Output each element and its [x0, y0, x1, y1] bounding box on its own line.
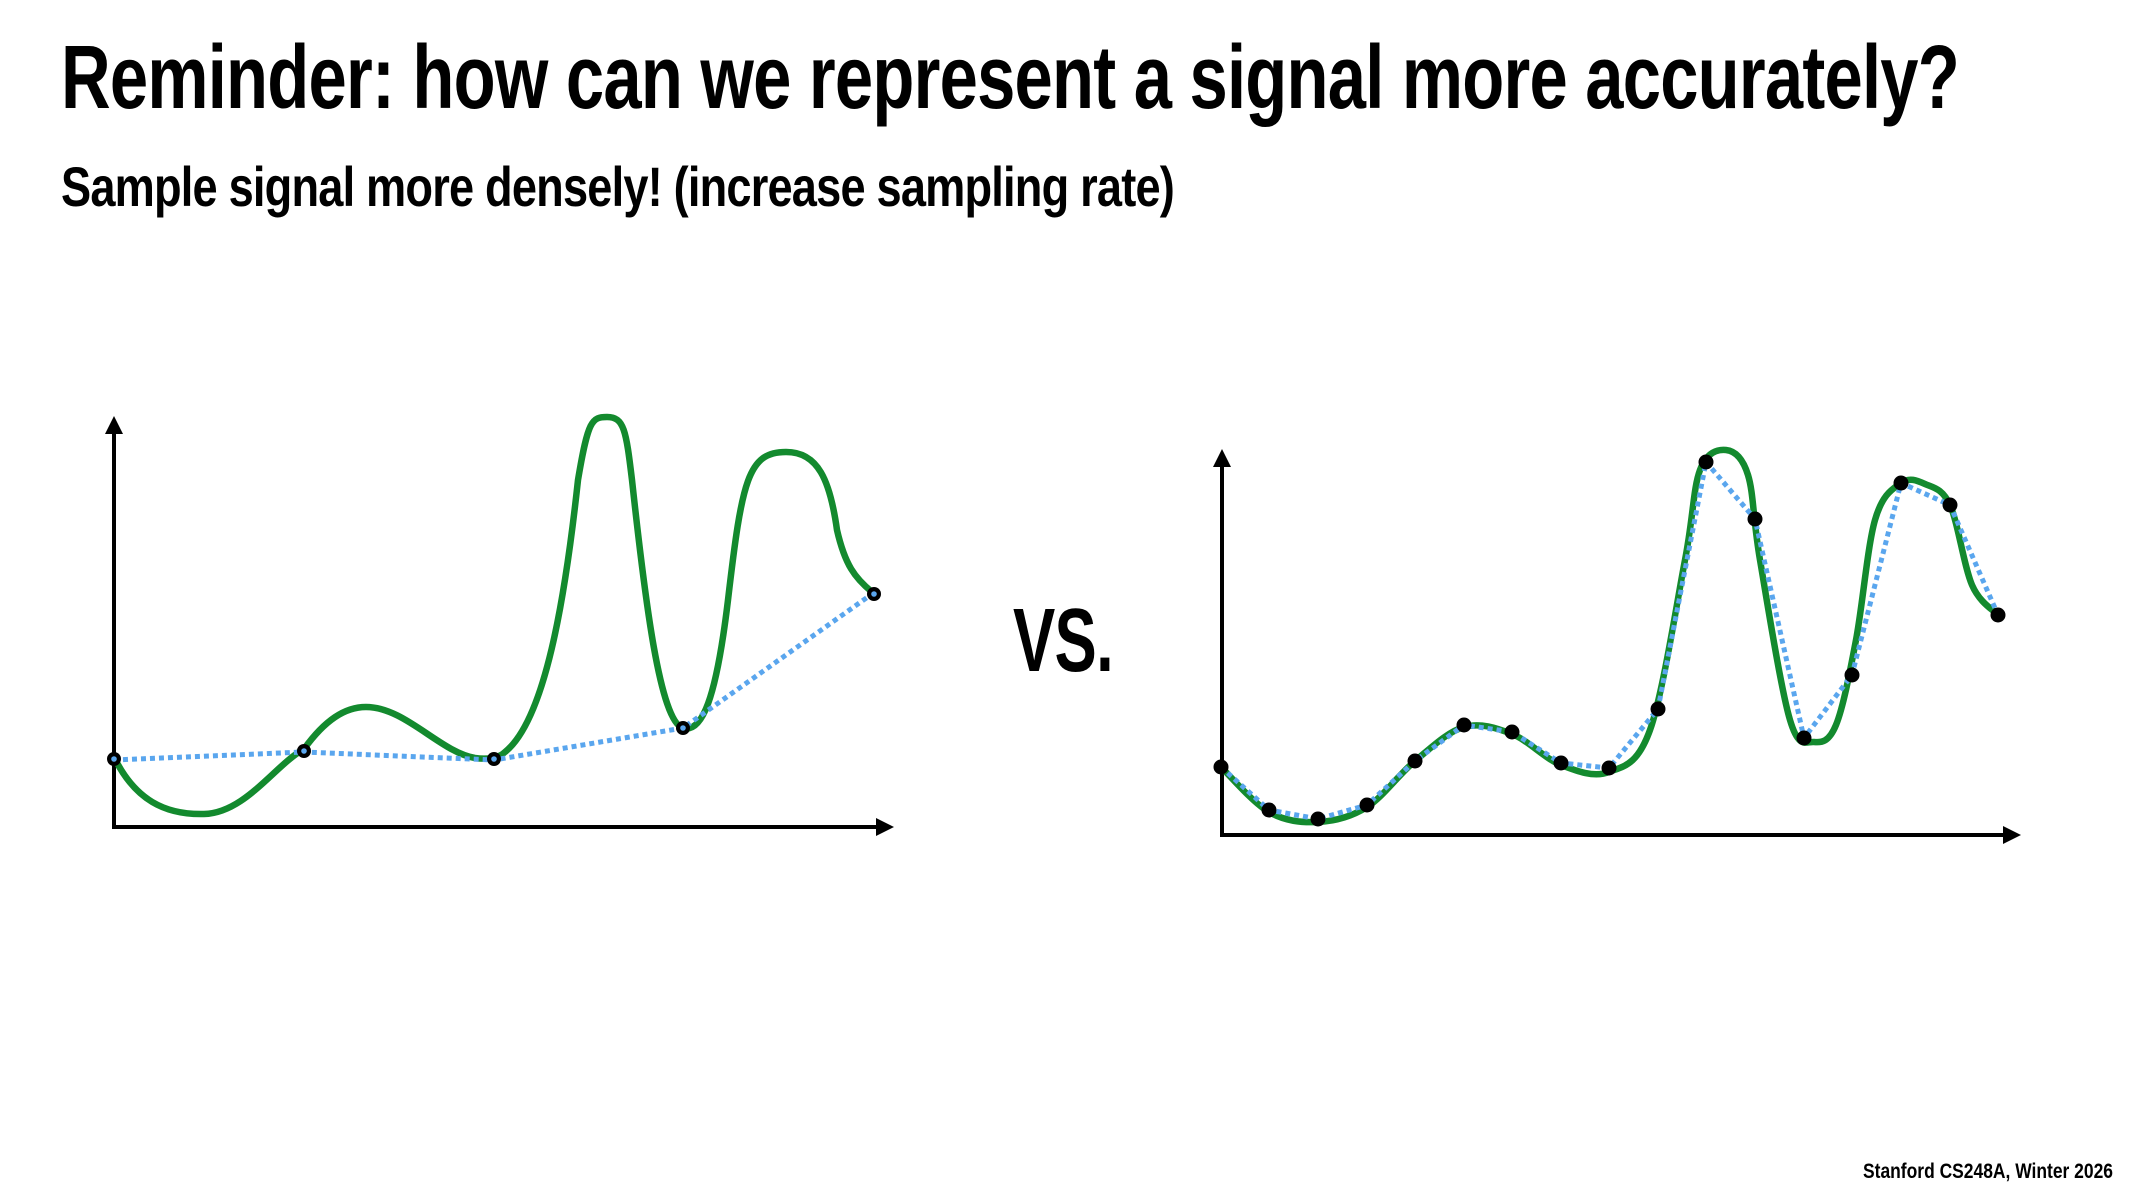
sample-point	[1796, 730, 1812, 746]
sample-point	[1747, 511, 1763, 527]
sample-point	[1213, 759, 1229, 775]
sparse-sampling-plot	[105, 413, 894, 836]
sample-point-center	[301, 748, 307, 754]
sample-point-center	[111, 756, 117, 762]
footer-course-label: Stanford CS248A, Winter 2026	[1863, 1160, 2113, 1183]
reconstruction-line	[113, 591, 874, 763]
sample-point	[1942, 497, 1958, 513]
sample-point	[1698, 454, 1714, 470]
vs-label: VS.	[1013, 591, 1114, 691]
sample-point	[1990, 607, 2006, 623]
sample-point	[1893, 475, 1909, 491]
sample-point	[1261, 802, 1277, 818]
slide-title: Reminder: how can we represent a signal …	[61, 28, 1960, 128]
sample-point	[1650, 701, 1666, 717]
signal-curve	[110, 413, 876, 818]
dense-sampling-plot	[1213, 446, 2021, 844]
sample-point	[1553, 755, 1569, 771]
sample-point	[1359, 797, 1375, 813]
sample-point-center	[871, 591, 877, 597]
sample-point-center	[491, 756, 497, 762]
sample-point	[1844, 667, 1860, 683]
sample-point	[1504, 724, 1520, 740]
sample-point	[1456, 717, 1472, 733]
slide-subtitle: Sample signal more densely! (increase sa…	[61, 155, 1175, 218]
sample-point	[1601, 760, 1617, 776]
sample-point	[1407, 753, 1423, 769]
sample-point	[1310, 811, 1326, 827]
sample-point-center	[680, 725, 686, 731]
